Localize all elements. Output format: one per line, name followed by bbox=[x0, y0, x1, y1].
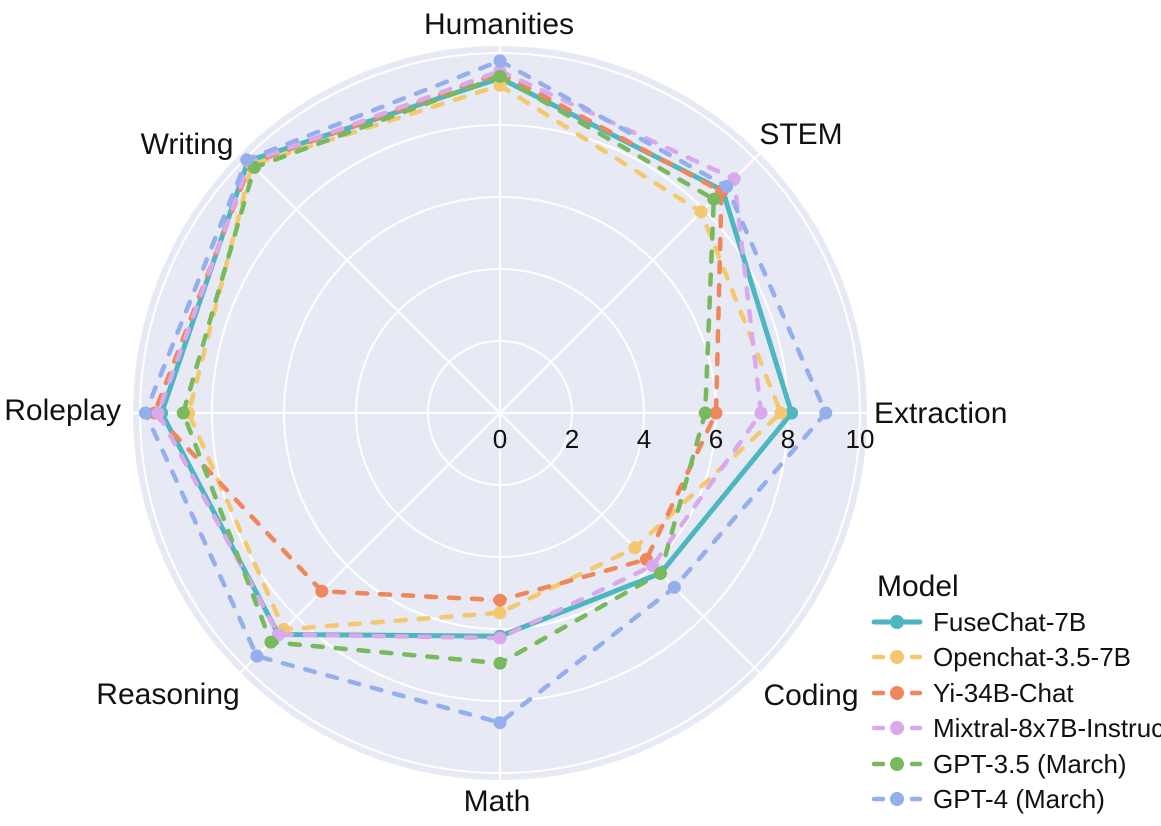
legend-marker-dot bbox=[890, 721, 904, 735]
series-point bbox=[774, 406, 788, 420]
radial-tick-label: 8 bbox=[781, 424, 795, 454]
legend-label: GPT-3.5 (March) bbox=[933, 749, 1127, 779]
legend-label: FuseChat-7B bbox=[933, 607, 1086, 637]
series-polygon-6 bbox=[143, 58, 829, 725]
series-point bbox=[138, 406, 152, 420]
axis-label-reasoning: Reasoning bbox=[96, 678, 239, 711]
axis-label-math: Math bbox=[464, 785, 531, 818]
legend-label: GPT-4 (March) bbox=[933, 784, 1105, 814]
series-point bbox=[754, 406, 768, 420]
axis-label-extraction: Extraction bbox=[874, 397, 1007, 430]
series-point bbox=[493, 69, 507, 83]
series-point bbox=[493, 631, 507, 645]
series-point bbox=[698, 406, 712, 420]
series-point bbox=[264, 635, 278, 649]
series-point bbox=[667, 580, 681, 594]
axis-label-coding: Coding bbox=[763, 679, 858, 712]
series-point bbox=[628, 541, 642, 555]
series-point bbox=[493, 78, 507, 92]
series-point bbox=[240, 153, 254, 167]
series-point bbox=[493, 54, 507, 68]
radial-tick-label: 0 bbox=[493, 424, 507, 454]
series-point bbox=[653, 566, 667, 580]
series-point bbox=[785, 406, 799, 420]
series-point bbox=[707, 192, 721, 206]
series-point bbox=[493, 716, 507, 730]
series-point bbox=[493, 656, 507, 670]
series-point bbox=[250, 649, 264, 663]
legend-title: Model bbox=[877, 570, 959, 603]
series-point bbox=[315, 584, 329, 598]
series-point bbox=[493, 606, 507, 620]
radial-tick-label: 10 bbox=[846, 424, 875, 454]
series-point bbox=[709, 406, 723, 420]
axis-spoke bbox=[239, 152, 501, 414]
radial-tick-label: 2 bbox=[565, 424, 579, 454]
axis-label-stem: STEM bbox=[759, 118, 842, 151]
series-point bbox=[819, 406, 833, 420]
axis-label-humanities: Humanities bbox=[424, 8, 574, 41]
series-point bbox=[694, 205, 708, 219]
axis-spoke bbox=[499, 412, 761, 674]
axis-label-roleplay: Roleplay bbox=[4, 394, 121, 427]
series-point bbox=[176, 406, 190, 420]
radial-tick-label: 4 bbox=[637, 424, 651, 454]
legend-label: Mixtral-8x7B-Instruct bbox=[933, 713, 1161, 743]
series-point bbox=[493, 593, 507, 607]
legend-label: Openchat-3.5-7B bbox=[933, 642, 1131, 672]
series-point bbox=[720, 179, 734, 193]
legend-marker-dot bbox=[890, 615, 904, 629]
radial-tick-label: 6 bbox=[709, 424, 723, 454]
series-point bbox=[151, 406, 165, 420]
legend-marker-dot bbox=[890, 650, 904, 664]
axis-label-writing: Writing bbox=[141, 128, 234, 161]
legend-marker-dot bbox=[890, 792, 904, 806]
legend-label: Yi-34B-Chat bbox=[933, 678, 1074, 708]
legend-marker-dot bbox=[890, 686, 904, 700]
legend-marker-dot bbox=[890, 757, 904, 771]
